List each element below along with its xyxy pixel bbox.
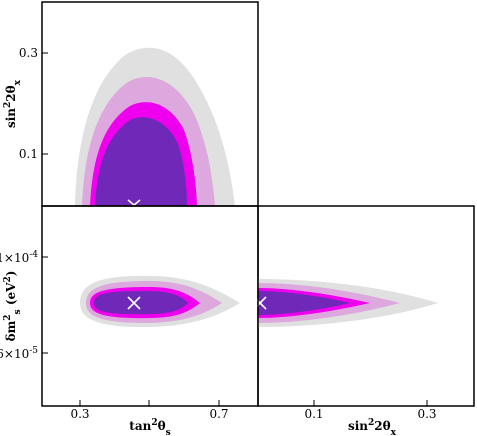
panel-frame-bottom-right [257,205,475,407]
x-tick-label-bl-0.3: 0.3 [70,407,89,421]
panel-bottom-left: 1×10-4 6×10-5 0.3 0.7 tan2θs δm2s (eV2) [0,205,259,436]
contour-region-inner [95,117,187,206]
contour-region-inner-br [258,291,350,315]
x-tick-label-br-0.1: 0.1 [304,407,323,421]
y-tick-label-top-0.1: 0.1 [19,147,38,161]
y-tick-label-bl-1e-4-exponent: -4 [29,250,38,260]
panel-top-left: 0.3 0.1 sin22θx [3,1,259,211]
x-axis-title-br: sin22θx [348,418,397,436]
y-tick-label-top-0.3: 0.3 [19,46,38,60]
y-axis-title-top: sin22θx [3,79,23,128]
y-tick-label-bl-6e-5: 6×10-5 [0,346,38,361]
y-tick-label-bl-1e-4: 1×10-4 [0,250,38,265]
y-tick-label-bl-6e-5-mantissa: 6×10 [0,347,29,361]
y-tick-label-bl-1e-4-mantissa: 1×10 [0,251,29,265]
contour-region-inner-bl [94,291,188,315]
x-tick-label-bl-0.7: 0.7 [209,407,228,421]
x-axis-title-bl: tan2θs [129,418,170,436]
y-tick-label-bl-6e-5-exponent: -5 [29,346,38,356]
best-fit-marker-bl [127,296,141,310]
x-tick-label-br-0.3: 0.3 [417,407,436,421]
y-axis-title-bl: δm2s (eV2) [3,271,23,342]
panel-bottom-right: 0.1 0.3 sin22θx [253,205,475,436]
best-fit-marker-br [253,296,267,310]
best-fit-marker-top [127,199,141,211]
